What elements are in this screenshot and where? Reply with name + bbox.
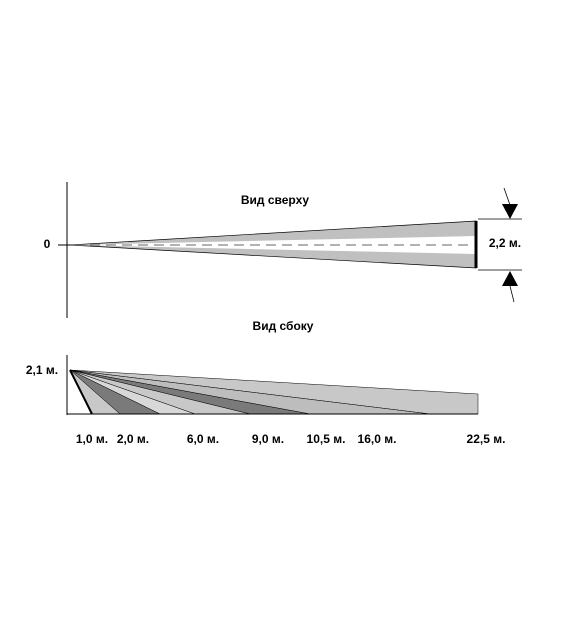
dimension-line bbox=[503, 187, 511, 206]
side-view-title: Вид сбоку bbox=[253, 319, 314, 333]
top-view-title: Вид сверху bbox=[241, 193, 310, 207]
distance-label: 22,5 м. bbox=[467, 432, 506, 446]
height-label: 2,1 м. bbox=[26, 363, 58, 377]
origin-label: 0 bbox=[44, 237, 51, 251]
distance-label: 9,0 м. bbox=[252, 432, 284, 446]
distance-label: 6,0 м. bbox=[187, 432, 219, 446]
arrow-down bbox=[502, 204, 518, 219]
beam-edge bbox=[69, 369, 93, 415]
distance-label: 10,5 м. bbox=[307, 432, 346, 446]
distance-labels: 1,0 м. 2,0 м. 6,0 м. 9,0 м. 10,5 м. 16,0 м. 22… bbox=[76, 432, 506, 446]
arrow-up bbox=[502, 271, 518, 286]
distance-label: 2,0 м. bbox=[117, 432, 149, 446]
width-label: 2,2 м. bbox=[489, 236, 521, 250]
distance-label: 16,0 м. bbox=[358, 432, 397, 446]
dimension-line bbox=[509, 285, 515, 303]
distance-label: 1,0 м. bbox=[76, 432, 108, 446]
